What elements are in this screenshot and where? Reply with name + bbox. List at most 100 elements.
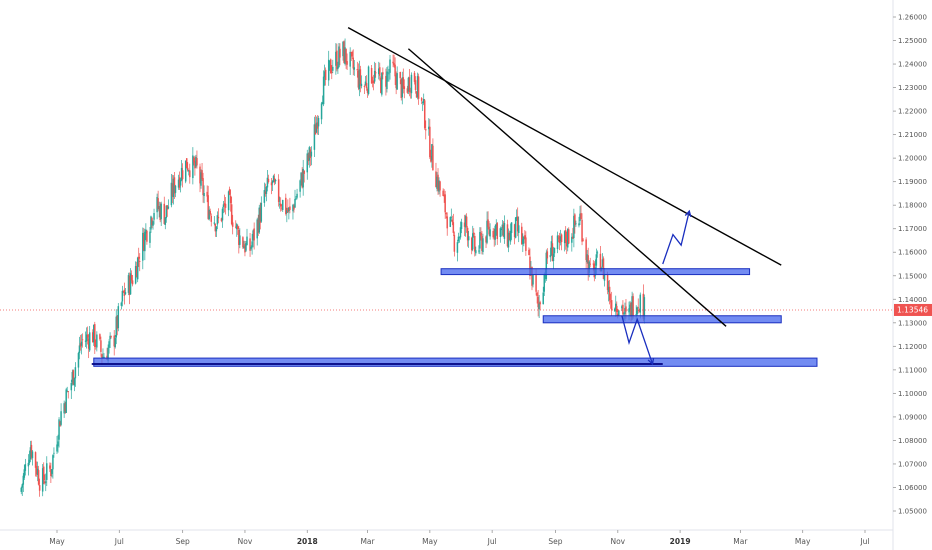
- drawings-layer[interactable]: [91, 26, 818, 367]
- candle-body: [242, 237, 244, 248]
- candle-body: [322, 76, 325, 105]
- candle: [292, 203, 294, 220]
- candle-body: [250, 247, 252, 249]
- candle: [220, 217, 223, 223]
- candle: [464, 214, 467, 237]
- candle-body: [136, 257, 139, 280]
- candle-body: [608, 286, 611, 301]
- candle-body: [581, 219, 583, 242]
- candle-body: [274, 179, 277, 182]
- candle-body: [74, 367, 77, 379]
- candle: [294, 189, 296, 208]
- candle-body: [522, 238, 524, 244]
- candle-body: [531, 266, 533, 286]
- candle: [571, 233, 573, 252]
- candle: [552, 246, 555, 270]
- candle: [302, 159, 304, 196]
- candle-body: [86, 334, 89, 338]
- candle-body: [146, 230, 148, 242]
- candle-body: [515, 216, 518, 218]
- candle: [363, 84, 366, 95]
- resistance-zone[interactable]: [440, 268, 751, 276]
- candle-body: [63, 403, 65, 414]
- candle-body: [508, 232, 511, 241]
- candle: [237, 224, 239, 235]
- candle-body: [43, 481, 46, 484]
- candle: [78, 336, 81, 360]
- time-tick-label: 2019: [670, 537, 691, 546]
- candle-body: [416, 76, 419, 98]
- candle: [224, 197, 227, 215]
- candle: [65, 387, 67, 413]
- projection-arrow[interactable]: [621, 315, 654, 365]
- candle: [200, 169, 202, 189]
- candle-body: [430, 155, 432, 162]
- candle-body: [525, 237, 527, 251]
- candle-body: [420, 98, 423, 101]
- plot-area[interactable]: [0, 0, 893, 530]
- candle: [608, 280, 611, 305]
- candle-body: [489, 229, 491, 237]
- candle-body: [280, 207, 283, 209]
- candle-body: [34, 452, 37, 468]
- candle-body: [638, 309, 641, 311]
- plot-background[interactable]: [0, 0, 893, 530]
- candle-body: [539, 302, 541, 305]
- candle-body: [643, 297, 646, 320]
- candle: [310, 146, 313, 166]
- candle: [453, 231, 456, 257]
- candle: [353, 60, 356, 76]
- candle-body: [460, 222, 463, 230]
- candle: [84, 331, 87, 348]
- lower-support-zone[interactable]: [93, 357, 818, 367]
- candle: [449, 216, 452, 228]
- candle: [581, 213, 583, 246]
- price-axis[interactable]: 1.26000 1.25000 1.24000 1.23000 1.22000 1.210…: [892, 0, 927, 550]
- candle: [296, 188, 298, 200]
- candle-body: [188, 170, 190, 172]
- candle-body: [177, 179, 180, 188]
- candle: [85, 327, 88, 349]
- candle-body: [50, 469, 52, 477]
- candle-body: [257, 220, 259, 233]
- candle-body: [224, 203, 227, 208]
- candle: [274, 178, 277, 185]
- candle-body: [332, 66, 334, 71]
- candle: [149, 226, 151, 248]
- candle-body: [67, 391, 69, 392]
- candle-body: [265, 186, 268, 194]
- candle: [339, 43, 341, 66]
- last-price-label: 1.13546: [897, 306, 928, 315]
- candle: [188, 169, 190, 176]
- candle: [289, 197, 291, 214]
- candle: [258, 204, 261, 234]
- candle: [103, 353, 105, 359]
- candle-body: [235, 226, 237, 228]
- candle-body: [144, 231, 146, 252]
- trendline[interactable]: [347, 26, 782, 266]
- last-price-tag: 1.13546: [0, 303, 932, 316]
- time-axis[interactable]: May Jul Sep Nov 2018 Mar May Jul Sep Nov 2019 Mar Ma…: [0, 529, 893, 546]
- projection-arrow[interactable]: [662, 210, 690, 265]
- candle-body: [521, 226, 523, 245]
- trendline[interactable]: [407, 48, 727, 327]
- candle-body: [422, 98, 425, 104]
- candle: [99, 333, 101, 341]
- candle-body: [470, 237, 473, 251]
- candle-body: [227, 191, 230, 211]
- support-zone[interactable]: [542, 315, 782, 324]
- candle: [474, 233, 476, 257]
- candle: [320, 101, 323, 125]
- candle: [399, 71, 401, 85]
- candle-body: [517, 225, 520, 233]
- candle: [238, 225, 240, 254]
- candle: [406, 85, 409, 94]
- candle-body: [37, 470, 40, 485]
- candles-layer: [20, 38, 646, 497]
- candle-body: [92, 332, 94, 343]
- candle: [403, 79, 406, 99]
- candle: [514, 217, 517, 239]
- candle-body: [380, 77, 382, 93]
- candle-body: [401, 77, 404, 98]
